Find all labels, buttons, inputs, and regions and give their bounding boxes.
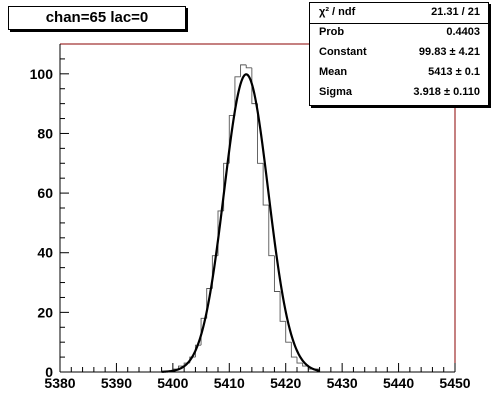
x-tick-label: 5430 (327, 375, 358, 391)
y-tick-label: 0 (45, 364, 53, 380)
y-tick-label: 20 (37, 304, 53, 320)
stats-row-mean: Mean 5413 ± 0.1 (310, 63, 488, 83)
stats-value: 21.31 / 21 (431, 6, 480, 18)
y-tick-label: 60 (37, 185, 53, 201)
x-tick-label: 5440 (383, 375, 414, 391)
stats-value: 3.918 ± 0.110 (413, 86, 480, 98)
fit-stats-box: χ² / ndf 21.31 / 21 Prob 0.4403 Constant… (309, 2, 489, 106)
y-tick-label: 100 (30, 66, 54, 82)
histogram-bars (173, 65, 320, 372)
y-tick-label: 80 (37, 125, 53, 141)
x-tick-label: 5450 (439, 375, 470, 391)
y-tick-label: 40 (37, 245, 53, 261)
stats-value: 99.83 ± 4.21 (419, 46, 480, 58)
x-tick-label: 5420 (270, 375, 301, 391)
stats-row-sigma: Sigma 3.918 ± 0.110 (310, 83, 488, 103)
stats-label: Constant (319, 46, 367, 58)
stats-value: 5413 ± 0.1 (428, 66, 480, 78)
gaussian-fit-curve (162, 74, 320, 371)
histogram-title: chan=65 lac=0 (8, 6, 186, 30)
stats-label: χ² / ndf (319, 6, 355, 18)
histogram-bin (246, 65, 252, 68)
stats-label: Mean (319, 66, 347, 78)
stats-value: 0.4403 (446, 26, 480, 38)
stats-row-constant: Constant 99.83 ± 4.21 (310, 43, 488, 63)
gaussian-fit (162, 74, 320, 371)
stats-row-prob: Prob 0.4403 (310, 23, 488, 43)
x-tick-label: 5400 (157, 375, 188, 391)
stats-label: Prob (319, 26, 344, 38)
stats-label: Sigma (319, 86, 352, 98)
x-tick-label: 5410 (214, 375, 245, 391)
x-tick-label: 5390 (101, 375, 132, 391)
stats-row-chi2: χ² / ndf 21.31 / 21 (310, 3, 488, 24)
